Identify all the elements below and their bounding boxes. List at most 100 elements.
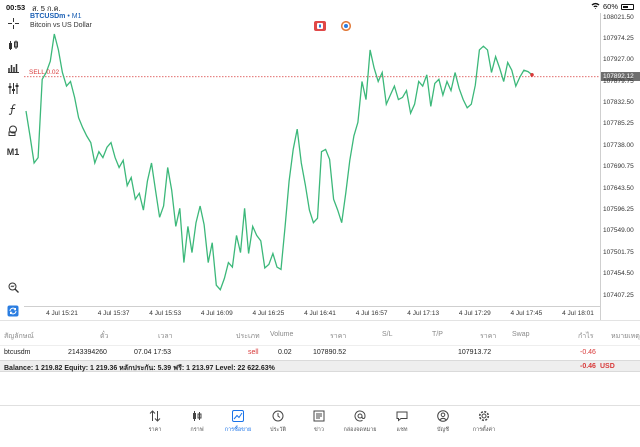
chart-canvas xyxy=(24,33,600,291)
time-tick: 4 Jul 16:41 xyxy=(304,310,336,317)
settings-gear-icon xyxy=(477,409,491,423)
tab-trade-label: การซื้อขาย xyxy=(224,427,252,433)
crosshair-icon[interactable] xyxy=(4,15,22,31)
time-tick: 4 Jul 16:57 xyxy=(355,310,388,317)
status-time: 00:53 xyxy=(6,3,26,12)
timeframe-m1[interactable]: M1 xyxy=(6,147,20,157)
account-icon xyxy=(436,409,450,423)
time-tick: 4 Jul 17:29 xyxy=(458,310,491,317)
battery-percent: 60% xyxy=(602,2,618,11)
history-clock-icon xyxy=(271,409,285,423)
balance-text: Balance: 1 219.82 Equity: 1 219.36 หลักป… xyxy=(4,365,275,372)
time-tick: 4 Jul 15:37 xyxy=(97,310,130,317)
row-price-open: 107890.52 xyxy=(313,349,347,356)
tab-news-label: ข่าว xyxy=(314,427,324,433)
price-tick: 107974.25 xyxy=(603,34,634,42)
time-tick: 4 Jul 15:21 xyxy=(46,310,78,317)
last-price-dot xyxy=(530,72,534,77)
header-swap: Swap xyxy=(512,331,530,338)
chart-toolbar: M1 xyxy=(0,13,24,320)
header-type: ประเภท xyxy=(236,333,260,340)
table-row[interactable]: btcusdm 2143394260 07.04 17:53 sell 0.02… xyxy=(0,346,640,360)
time-tick: 4 Jul 17:13 xyxy=(407,310,440,317)
signal-icon[interactable] xyxy=(340,18,352,32)
table-header: สัญลักษณ์ ตั๋ว เวลา ประเภท Volume ราคา S… xyxy=(0,320,640,346)
status-right: 60% xyxy=(591,2,634,11)
price-line xyxy=(25,33,533,291)
candles-icon xyxy=(190,409,204,423)
status-bar: 00:53 ส. 5 ก.ค. 60% xyxy=(0,0,640,13)
chat-icon xyxy=(395,409,409,423)
header-volume: Volume xyxy=(270,331,294,338)
tab-settings-label: การตั้งค่า xyxy=(472,427,496,433)
tab-settings[interactable]: การตั้งค่า xyxy=(464,409,504,439)
one-click-trade-icon[interactable] xyxy=(314,18,326,31)
price-tick: 107927.00 xyxy=(603,56,634,64)
tab-accounts[interactable]: บัญชี xyxy=(423,409,463,439)
row-ticket: 2143394260 xyxy=(68,349,107,356)
sell-order-label[interactable]: SELL 0.02 xyxy=(29,68,60,76)
price-chart[interactable] xyxy=(24,13,600,306)
price-tick: 108021.50 xyxy=(603,13,634,21)
row-type: sell xyxy=(248,349,259,356)
header-comment: หมายเหตุ xyxy=(611,333,640,340)
price-tick: 107596.25 xyxy=(603,205,634,213)
tab-chat-label: แชท xyxy=(396,427,408,433)
tab-trade[interactable]: การซื้อขาย xyxy=(218,409,258,439)
battery-icon xyxy=(621,3,634,10)
zoom-icon[interactable] xyxy=(4,279,22,295)
price-tick: 107501.75 xyxy=(603,248,634,256)
current-price-label: 107892.12 xyxy=(601,71,640,81)
price-tick: 107643.50 xyxy=(603,184,634,192)
time-tick: 4 Jul 16:25 xyxy=(252,310,285,317)
arrows-updown-icon xyxy=(148,409,162,423)
wifi-icon xyxy=(591,2,600,11)
sync-icon[interactable] xyxy=(4,303,22,319)
header-ticket: ตั๋ว xyxy=(100,333,109,340)
price-tick: 107738.00 xyxy=(603,141,634,149)
header-time: เวลา xyxy=(158,333,173,340)
price-tick: 107690.75 xyxy=(603,163,634,171)
row-profit: -0.46 xyxy=(580,349,596,356)
tab-quotes-label: ราคา xyxy=(148,427,162,433)
tab-mailbox[interactable]: กล่องจดหมาย xyxy=(340,409,380,439)
time-tick: 4 Jul 17:45 xyxy=(510,310,543,317)
objects-icon[interactable] xyxy=(4,80,22,96)
timeframe-label: • M1 xyxy=(67,13,82,20)
symbol-name: BTCUSDm xyxy=(30,13,66,20)
tab-mailbox-label: กล่องจดหมาย xyxy=(343,427,377,433)
time-axis: 4 Jul 15:21 4 Jul 15:37 4 Jul 15:53 4 Jul 1… xyxy=(24,306,600,320)
price-tick: 107832.50 xyxy=(603,99,634,107)
row-volume: 0.02 xyxy=(278,349,292,356)
tab-chart[interactable]: กราฟ xyxy=(177,409,217,439)
tab-history[interactable]: ประวัติ xyxy=(258,409,298,439)
bottom-tab-bar: ราคา กราฟ การซื้อขาย ประวัติ ข่าว กล่องจ… xyxy=(0,405,640,447)
row-time: 07.04 17:53 xyxy=(134,349,171,356)
tab-accounts-label: บัญชี xyxy=(437,427,449,433)
function-icon[interactable] xyxy=(4,101,22,117)
header-tp: T/P xyxy=(432,331,443,338)
header-price-current: ราคา xyxy=(480,333,497,340)
total-profit: -0.46 xyxy=(580,363,596,370)
price-tick: 107454.50 xyxy=(603,270,634,278)
header-price: ราคา xyxy=(330,333,347,340)
status-date: ส. 5 ก.ค. xyxy=(32,4,61,13)
price-tick: 107549.00 xyxy=(603,227,634,235)
header-symbol: สัญลักษณ์ xyxy=(4,333,34,340)
trade-chart-icon xyxy=(231,409,245,423)
tab-chat[interactable]: แชท xyxy=(382,409,422,439)
row-price-current: 107913.72 xyxy=(458,349,492,356)
indicators-icon[interactable] xyxy=(4,59,22,75)
balance-bar: Balance: 1 219.82 Equity: 1 219.36 หลักป… xyxy=(0,360,640,372)
row-symbol: btcusdm xyxy=(4,349,31,356)
symbol-description: Bitcoin vs US Dollar xyxy=(30,22,92,29)
price-axis: 107892.12 108021.50 107974.25 107927.00 107… xyxy=(600,13,640,320)
shapes-icon[interactable] xyxy=(4,122,22,138)
chart-type-icon[interactable] xyxy=(4,37,22,53)
tab-news[interactable]: ข่าว xyxy=(299,409,339,439)
trade-table: สัญลักษณ์ ตั๋ว เวลา ประเภท Volume ราคา S… xyxy=(0,320,640,360)
tab-quotes[interactable]: ราคา xyxy=(135,409,175,439)
price-tick: 107407.25 xyxy=(603,291,634,299)
tab-chart-label: กราฟ xyxy=(190,427,204,433)
tab-history-label: ประวัติ xyxy=(269,427,287,433)
